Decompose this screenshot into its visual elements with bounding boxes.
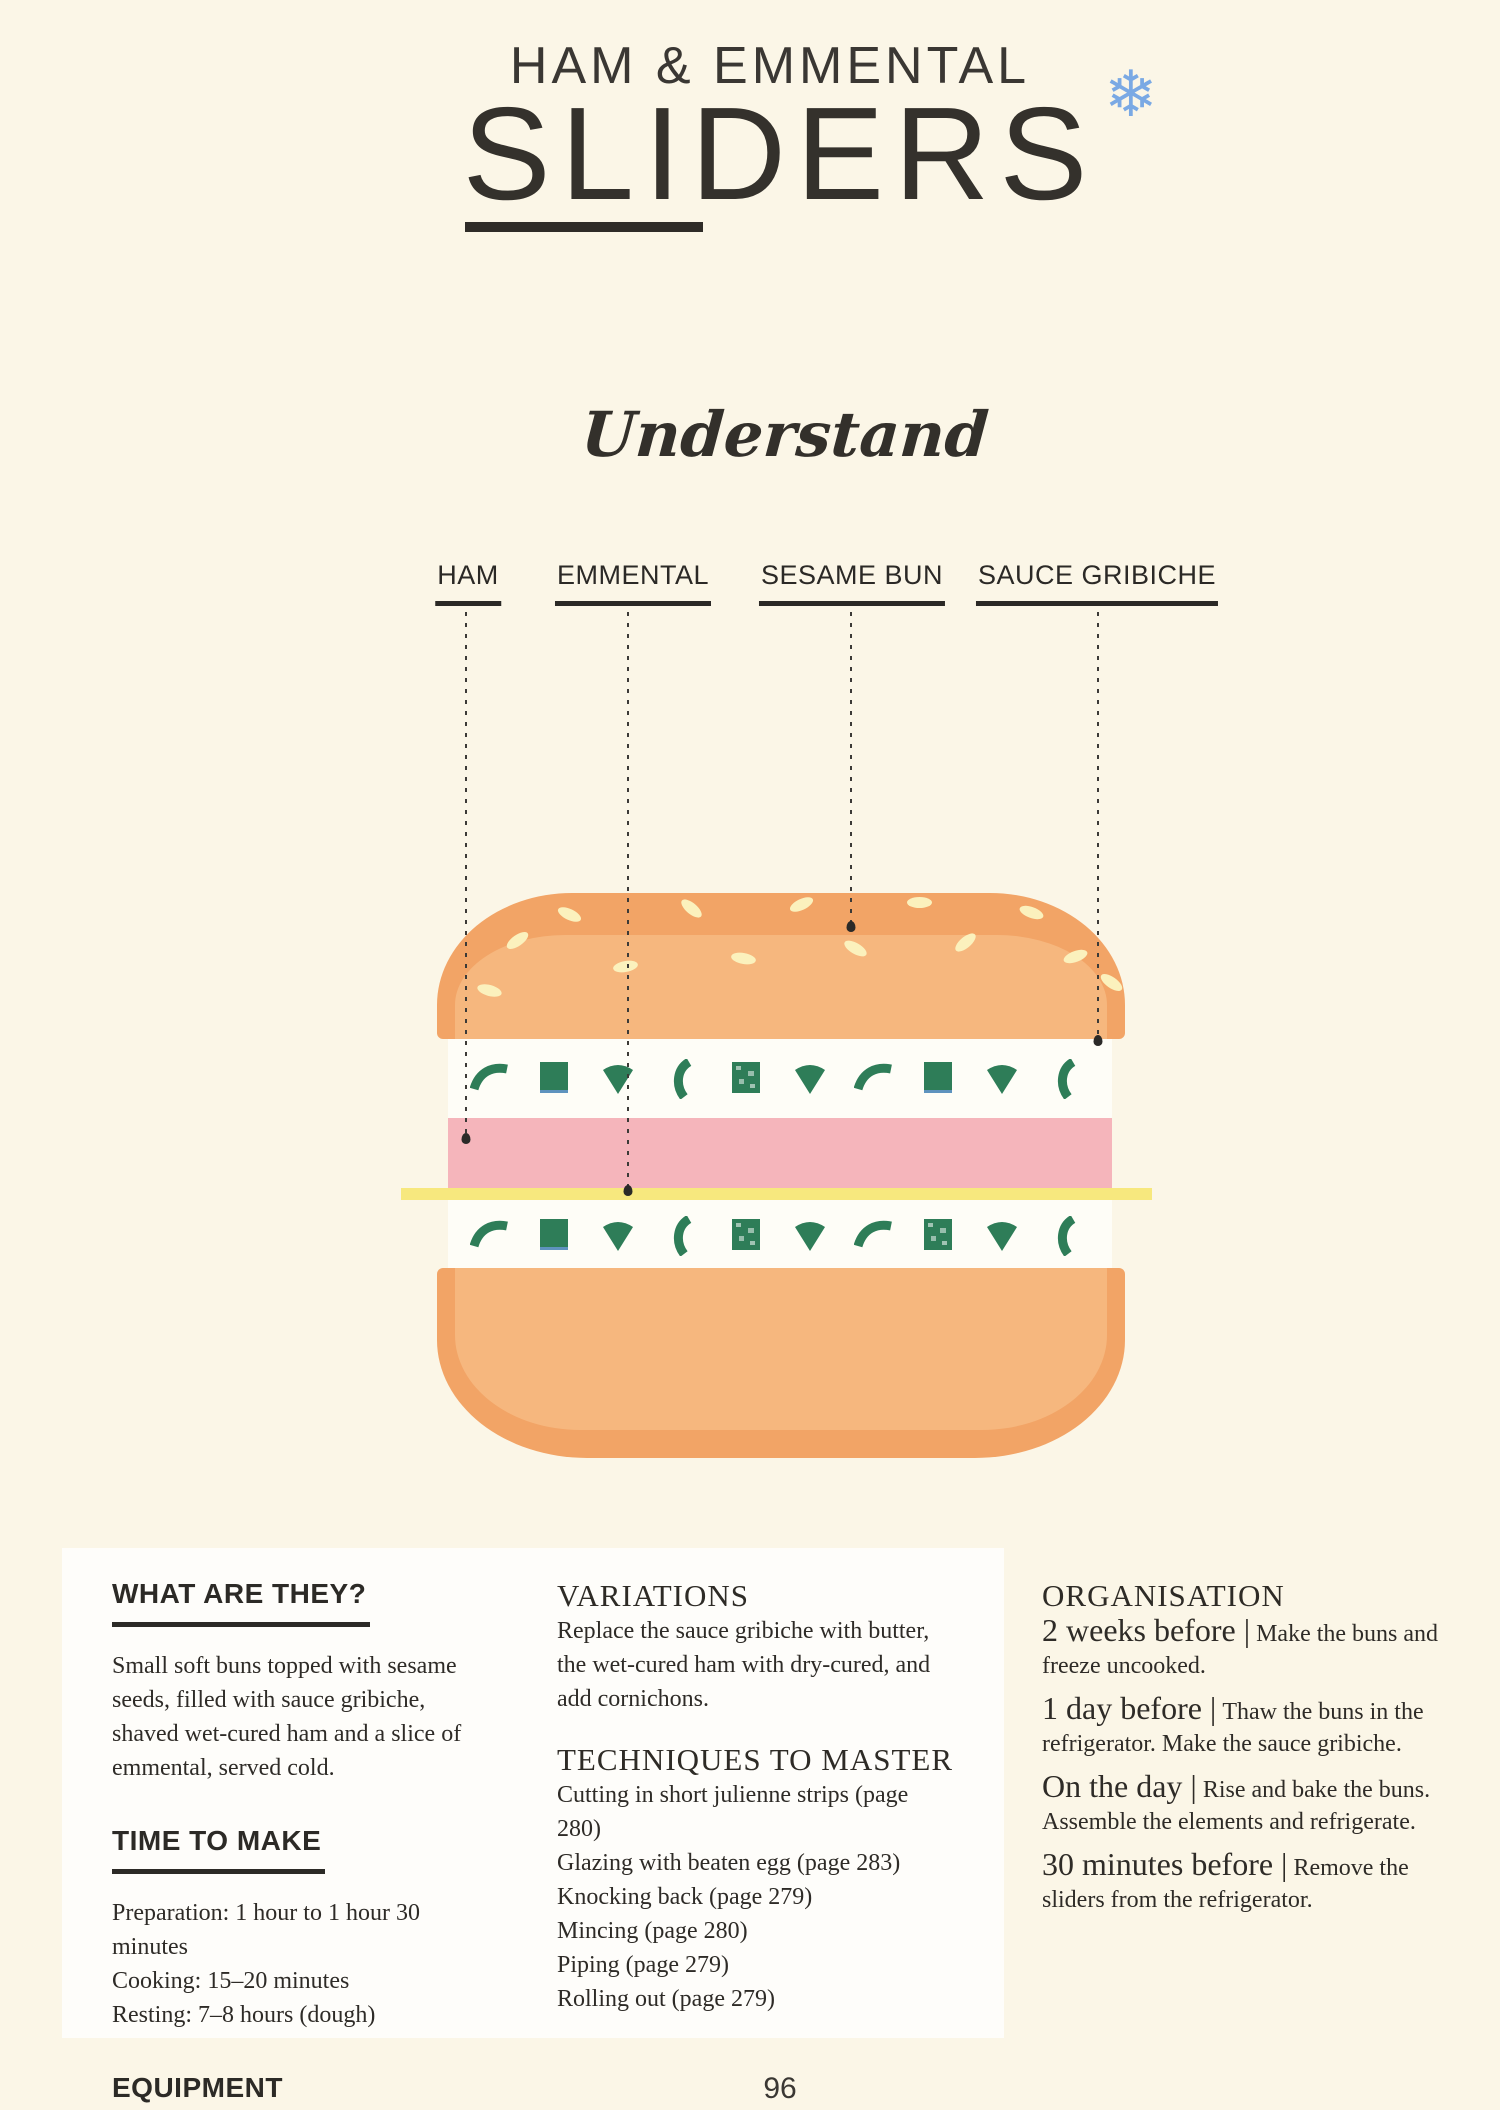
- callout-line-ham: [465, 612, 467, 1140]
- sauce-gribiche-layer-bottom: [448, 1200, 1112, 1268]
- emmental-layer: [401, 1188, 1152, 1200]
- sauce-shape-arc-a: [853, 1216, 894, 1256]
- sesame-seed: [555, 904, 584, 925]
- organisation-separator: |: [1209, 1690, 1217, 1726]
- burger-bottom-bun: [437, 1268, 1125, 1458]
- title-divider: [465, 222, 703, 232]
- organisation-entry: On the day | Rise and bake the buns. Assem…: [1042, 1770, 1462, 1838]
- sauce-shape-arc-b: [662, 1058, 702, 1100]
- sauce-shape-wedge: [598, 1216, 638, 1256]
- variations-text: Replace the sauce gribiche with butter, …: [557, 1618, 931, 1712]
- sauce-gribiche-layer-top: [448, 1039, 1112, 1118]
- label-sesame-bun: SESAME BUN: [758, 560, 946, 606]
- heading-organisation: ORGANISATION: [1042, 1578, 1285, 1613]
- organisation-entry: 2 weeks before | Make the buns and freeze …: [1042, 1614, 1462, 1682]
- sauce-shape-square-tx: [918, 1216, 958, 1256]
- sauce-shape-wedge: [598, 1059, 638, 1099]
- callout-line-sesame-bun: [850, 612, 852, 928]
- technique-line: Rolling out (page 279): [557, 1986, 775, 2012]
- heading-variations: VARIATIONS: [557, 1578, 750, 1613]
- info-panel-background: [62, 1548, 1004, 2038]
- section-heading-understand: Understand: [579, 398, 991, 471]
- burger-top-bun-shading: [455, 935, 1107, 1039]
- sauce-shape-arc-b: [1046, 1058, 1086, 1100]
- sauce-shape-square-tx: [726, 1059, 766, 1099]
- sauce-shape-arc-a: [469, 1216, 510, 1256]
- technique-line: Mincing (page 280): [557, 1918, 748, 1944]
- sauce-shape-wedge: [982, 1059, 1022, 1099]
- snowflake-icon: ❄: [1104, 58, 1158, 132]
- sauce-shape-wedge: [982, 1216, 1022, 1256]
- column-what-time-equipment: WHAT ARE THEY? Small soft buns topped wi…: [112, 1578, 472, 2110]
- organisation-entry: 30 minutes before | Remove the sliders fro…: [1042, 1848, 1462, 1916]
- sesame-seed: [787, 894, 816, 915]
- organisation-lead: 1 day before: [1042, 1690, 1202, 1726]
- heading-time-to-make: TIME TO MAKE: [112, 1825, 326, 1874]
- organisation-lead: 30 minutes before: [1042, 1846, 1274, 1882]
- sesame-seed: [678, 896, 705, 921]
- organisation-rest: Rise and bake the buns. Assemble the ele…: [1042, 1777, 1431, 1835]
- sauce-shape-wedge: [790, 1059, 830, 1099]
- callout-line-emmental: [627, 612, 629, 1192]
- heading-techniques: TECHNIQUES TO MASTER: [557, 1742, 954, 1777]
- what-are-they-text: Small soft buns topped with sesame seeds…: [112, 1653, 462, 1781]
- organisation-entry: 1 day before | Thaw the buns in the refrig…: [1042, 1692, 1462, 1760]
- sauce-shape-square: [534, 1059, 574, 1099]
- burger-bottom-bun-shading: [455, 1268, 1107, 1430]
- sauce-shape-arc-b: [662, 1215, 702, 1257]
- sauce-shape-square: [534, 1216, 574, 1256]
- callout-line-sauce-gribiche: [1097, 612, 1099, 1042]
- sesame-seed: [907, 897, 932, 908]
- sauce-shape-square: [918, 1059, 958, 1099]
- ham-layer: [448, 1118, 1112, 1188]
- organisation-rest: Make the buns and freeze uncooked.: [1042, 1621, 1439, 1679]
- organisation-lead: On the day: [1042, 1768, 1183, 1804]
- organisation-separator: |: [1243, 1612, 1251, 1648]
- sauce-shape-arc-a: [853, 1059, 894, 1099]
- time-line: Preparation: 1 hour to 1 hour 30 minutes: [112, 1900, 420, 1960]
- recipe-subtitle: HAM & EMMENTAL: [509, 37, 1031, 95]
- column-variations-techniques: VARIATIONS Replace the sauce gribiche wi…: [557, 1578, 957, 2016]
- column-organisation: ORGANISATION 2 weeks before | Make the bun…: [1042, 1578, 1462, 1926]
- sauce-shape-wedge: [790, 1216, 830, 1256]
- time-line: Resting: 7–8 hours (dough): [112, 2002, 376, 2028]
- heading-equipment: EQUIPMENT: [112, 2072, 287, 2110]
- technique-line: Piping (page 279): [557, 1952, 729, 1978]
- technique-line: Glazing with beaten egg (page 283): [557, 1850, 901, 1876]
- heading-what-are-they: WHAT ARE THEY?: [112, 1578, 371, 1627]
- technique-line: Cutting in short julienne strips (page 2…: [557, 1782, 909, 1842]
- organisation-rest: Thaw the buns in the refrigerator. Make …: [1042, 1699, 1424, 1757]
- organisation-separator: |: [1190, 1768, 1197, 1804]
- label-emmental: EMMENTAL: [554, 560, 712, 606]
- sesame-seed: [1017, 903, 1046, 922]
- label-ham: HAM: [435, 560, 501, 606]
- recipe-title: SLIDERS: [462, 80, 1098, 227]
- organisation-separator: |: [1281, 1846, 1288, 1882]
- burger-top-bun: [437, 893, 1125, 1039]
- organisation-lead: 2 weeks before: [1042, 1612, 1236, 1648]
- sauce-shape-arc-b: [1046, 1215, 1086, 1257]
- sauce-shape-square-tx: [726, 1216, 766, 1256]
- label-sauce-gribiche: SAUCE GRIBICHE: [975, 560, 1219, 606]
- technique-line: Knocking back (page 279): [557, 1884, 813, 1910]
- organisation-rest: Remove the sliders from the refrigerator…: [1042, 1855, 1409, 1913]
- page-number: 96: [763, 2072, 797, 2105]
- sauce-shape-arc-a: [469, 1059, 510, 1099]
- time-line: Cooking: 15–20 minutes: [112, 1968, 350, 1994]
